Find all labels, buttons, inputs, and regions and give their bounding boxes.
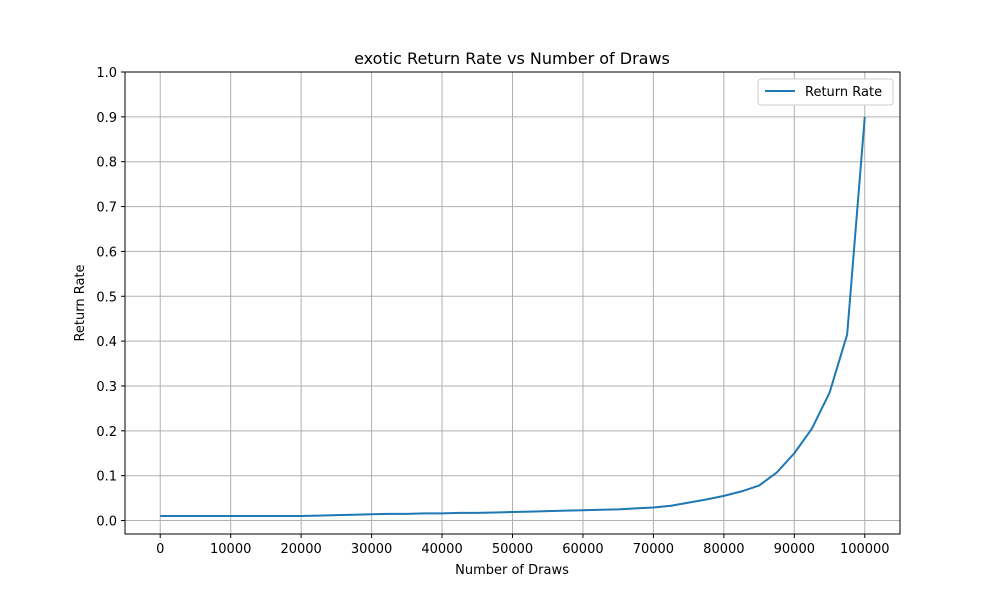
chart-title: exotic Return Rate vs Number of Draws [354, 49, 670, 68]
y-tick-label: 0.9 [96, 111, 117, 126]
y-axis-title: Return Rate [73, 264, 88, 341]
series-layer [160, 116, 866, 518]
plot-frame [124, 71, 901, 535]
y-tick-label: 0.0 [96, 515, 117, 530]
x-tick-label: 90000 [774, 542, 815, 557]
tick-layer: 0 10000 20000 30000 40000 50000 60000 70000 8000… [96, 66, 889, 557]
y-tick-label: 0.7 [96, 201, 117, 216]
x-tick-label: 50000 [492, 542, 533, 557]
x-tick-label: 60000 [562, 542, 603, 557]
y-tick-label: 0.3 [96, 380, 117, 395]
x-axis-title: Number of Draws [455, 563, 569, 578]
series-line-return-rate [160, 116, 866, 518]
y-tick-label: 0.1 [96, 470, 117, 485]
y-tick-label: 0.4 [96, 335, 117, 350]
y-tick-label: 1.0 [96, 66, 117, 81]
legend-box [757, 78, 894, 106]
x-tick-label: 20000 [280, 542, 321, 557]
legend-label: Return Rate [805, 85, 882, 100]
legend: Return Rate [757, 78, 894, 106]
x-tick-label: 0 [156, 542, 164, 557]
y-tick-label: 0.2 [96, 425, 117, 440]
x-tick-label: 70000 [633, 542, 674, 557]
x-tick-label: 100000 [840, 542, 890, 557]
x-tick-label: 30000 [351, 542, 392, 557]
x-tick-label: 40000 [421, 542, 462, 557]
y-tick-label: 0.6 [96, 245, 117, 260]
x-tick-label: 10000 [210, 542, 251, 557]
x-tick-label: 80000 [703, 542, 744, 557]
y-tick-label: 0.5 [96, 290, 117, 305]
y-tick-label: 0.8 [96, 156, 117, 171]
